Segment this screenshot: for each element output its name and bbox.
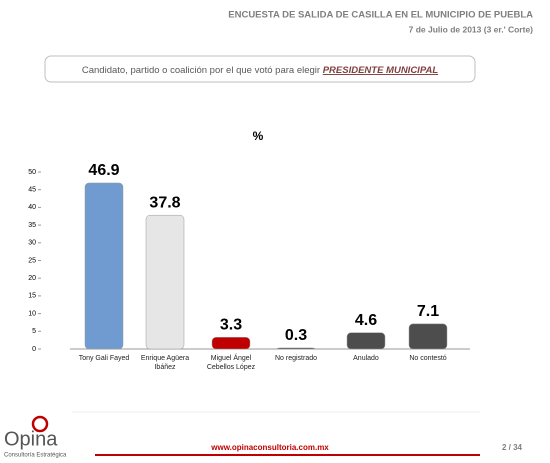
y-tick-label: 25 <box>28 257 36 264</box>
x-tick-label: No contestó <box>409 355 447 362</box>
y-tick-label: 0 <box>32 346 36 353</box>
y-tick-label: 30 <box>28 240 36 247</box>
question-emphasis: PRESIDENTE MUNICIPAL <box>323 65 439 76</box>
x-tick-label: Tony Gali Fayed <box>78 355 130 362</box>
y-tick-label: 35 <box>28 222 36 229</box>
footer-url: www.opinaconsultoria.com.mx <box>210 443 329 452</box>
bar <box>408 323 448 350</box>
question-text: Candidato, partido o coalición por el qu… <box>82 65 323 76</box>
bar <box>145 214 185 350</box>
y-tick-label: 20 <box>28 275 36 282</box>
logo-mark <box>31 415 49 433</box>
tagline: Consultoría Estratégica <box>4 453 67 459</box>
x-tick-label: Miguel Ángel Cebellos López <box>206 355 256 371</box>
value-label: 0.3 <box>285 327 307 344</box>
value-label: 46.9 <box>88 162 119 179</box>
bar <box>84 182 124 350</box>
value-label: 7.1 <box>417 303 439 320</box>
y-tick-label: 40 <box>28 204 36 211</box>
y-tick-label: 50 <box>28 169 36 176</box>
bar <box>346 332 386 350</box>
header-subtitle: 7 de Julio de 2013 (3 er.' Corte) <box>409 24 534 34</box>
bar <box>276 347 316 350</box>
y-tick-label: 10 <box>28 310 36 317</box>
header-title: ENCUESTA DE SALIDA DE CASILLA EN EL MUNI… <box>228 10 533 21</box>
x-tick-label: No registrado <box>274 355 318 362</box>
bar <box>211 337 251 350</box>
chart-title: % <box>253 129 264 143</box>
value-label: 4.6 <box>355 312 377 329</box>
question-box <box>44 55 476 83</box>
page-number: 2 / 34 <box>502 443 523 452</box>
x-tick-label: Anulado <box>353 355 379 362</box>
question: Candidato, partido o coalición por el qu… <box>82 65 438 76</box>
y-tick-label: 5 <box>32 328 36 335</box>
y-tick-label: 45 <box>28 187 36 194</box>
value-label: 37.8 <box>149 194 180 211</box>
x-tick-label: Enrique Agüera Ibáñez <box>140 355 190 371</box>
value-label: 3.3 <box>220 317 242 334</box>
brand: Opina <box>4 428 58 450</box>
y-tick-label: 15 <box>28 293 36 300</box>
